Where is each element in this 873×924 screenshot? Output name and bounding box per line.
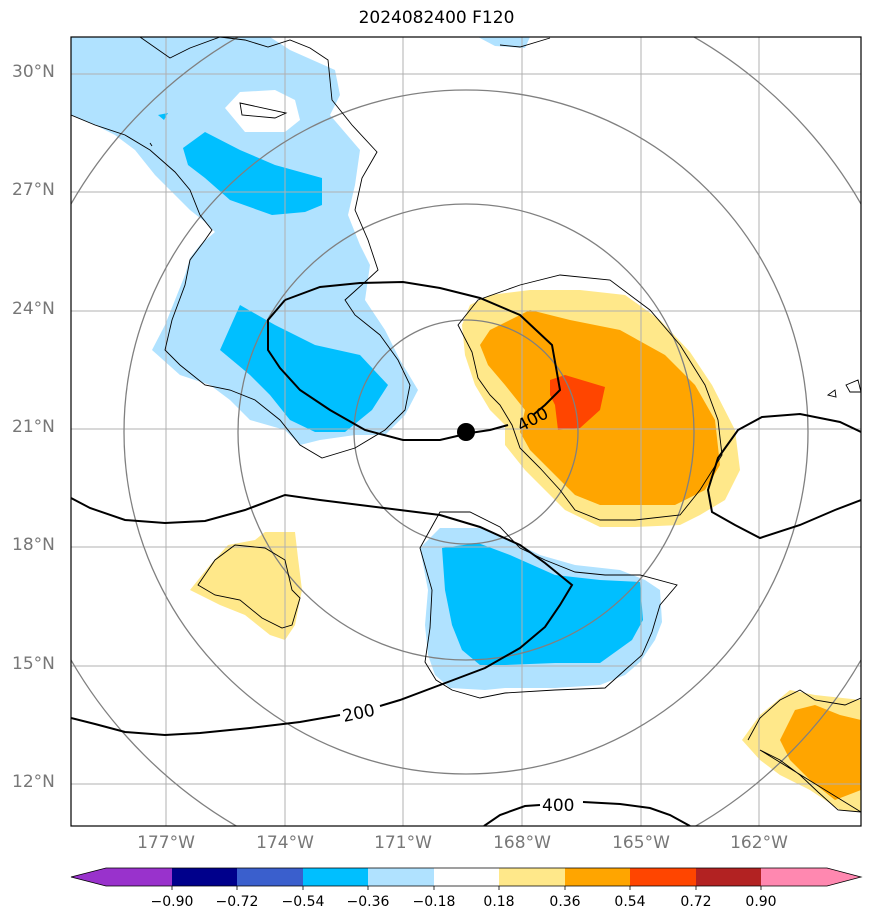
lat-label-15n: 15°N xyxy=(12,654,55,674)
lat-lon-gridlines xyxy=(71,37,861,826)
blue-core-south xyxy=(442,543,643,665)
positive-anomaly-shading xyxy=(190,290,861,812)
lat-label-12n: 12°N xyxy=(12,772,55,792)
storm-center-marker xyxy=(457,423,475,441)
negative-anomaly-shading xyxy=(71,37,662,690)
lat-label-21n: 21°N xyxy=(12,417,55,437)
lon-label-168w: 168°W xyxy=(493,833,551,853)
colorbar-extend-high xyxy=(827,868,861,886)
colorbar-tick: 0.90 xyxy=(745,894,777,910)
map-title: 2024082400 F120 xyxy=(358,8,515,28)
orange-region-southeast xyxy=(780,705,861,800)
yellow-region-southwest xyxy=(190,532,302,640)
colorbar-extend-low xyxy=(71,868,106,886)
light-blue-top-strip xyxy=(478,37,530,48)
lat-label-18n: 18°N xyxy=(12,535,55,555)
lat-label-30n: 30°N xyxy=(12,62,55,82)
blue-core-north xyxy=(183,132,322,215)
colorbar-tick: 0.72 xyxy=(680,894,712,910)
lon-label-165w: 165°W xyxy=(612,833,670,853)
colorbar-tick: −0.72 xyxy=(215,894,259,910)
range-rings xyxy=(71,37,861,826)
colorbar-tick: −0.18 xyxy=(412,894,456,910)
colorbar xyxy=(70,867,863,890)
lon-label-174w: 174°W xyxy=(256,833,314,853)
colorbar-tick: 0.36 xyxy=(549,894,581,910)
colorbar-tick: −0.36 xyxy=(346,894,390,910)
lat-label-27n: 27°N xyxy=(12,180,55,200)
white-hole-north xyxy=(225,90,300,132)
red-orange-core xyxy=(550,375,605,430)
lon-label-177w: 177°W xyxy=(137,833,195,853)
lat-label-24n: 24°N xyxy=(12,299,55,319)
contour-label-400-south: 400 xyxy=(542,796,574,816)
colorbar-tick: −0.54 xyxy=(281,894,325,910)
thin-contour-lines xyxy=(71,37,861,813)
plot-frame xyxy=(70,36,862,827)
lon-label-162w: 162°W xyxy=(730,833,788,853)
contour-label-200: 200 xyxy=(341,701,377,727)
colorbar-tick: −0.90 xyxy=(150,894,194,910)
light-blue-region-northwest xyxy=(71,37,418,445)
colorbar-tick: 0.18 xyxy=(483,894,515,910)
lon-label-171w: 171°W xyxy=(374,833,432,853)
colorbar-tick: 0.54 xyxy=(614,894,646,910)
blue-core-central xyxy=(220,305,388,432)
